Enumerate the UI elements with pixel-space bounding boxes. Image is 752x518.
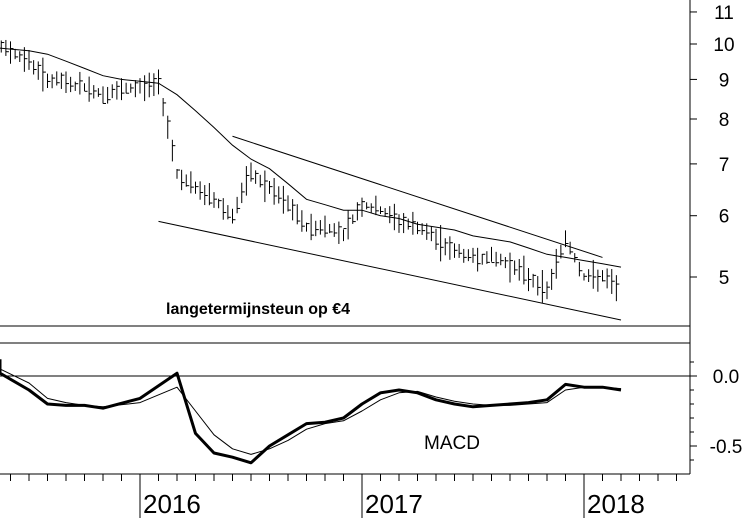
- price-y-tick-label: 9: [719, 70, 730, 91]
- price-bars: [0, 39, 620, 303]
- price-y-tick-label: 11: [714, 3, 734, 24]
- x-year-label: 2016: [143, 489, 201, 518]
- price-y-tick-label: 5: [719, 268, 730, 289]
- trendlines: [158, 135, 622, 321]
- macd-title: MACD: [424, 433, 480, 454]
- price-y-tick-label: 8: [719, 110, 730, 131]
- support-annotation: langetermijnsteun op €4: [166, 301, 350, 318]
- trendline: [232, 135, 603, 258]
- macd-line: [0, 359, 622, 465]
- macd-y-tick-label: -0.5: [710, 437, 743, 458]
- macd-y-axis: 0.0 -0.5: [0, 361, 743, 461]
- x-axis: 2016 2017 2018: [10, 474, 677, 518]
- x-year-label: 2017: [365, 489, 423, 518]
- macd-signal-line: [0, 364, 622, 455]
- moving-average-line: [0, 47, 622, 268]
- price-y-tick-label: 6: [719, 207, 730, 228]
- price-y-axis: 11 10 9 8 7 6 5: [690, 3, 735, 289]
- macd-lines: [0, 359, 622, 465]
- macd-y-tick-label: 0.0: [713, 367, 739, 388]
- price-moving-average: [0, 47, 622, 268]
- price-y-tick-label: 7: [719, 155, 730, 176]
- price-y-tick-label: 10: [713, 35, 734, 56]
- trendline: [158, 220, 622, 321]
- x-year-label: 2018: [587, 489, 645, 518]
